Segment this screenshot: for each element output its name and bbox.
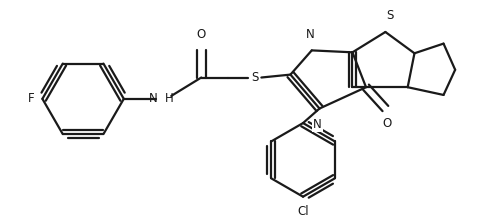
Text: O: O	[197, 28, 206, 41]
Text: H: H	[165, 92, 173, 105]
Text: N: N	[305, 28, 314, 41]
Text: S: S	[251, 71, 258, 84]
Text: N: N	[149, 92, 158, 105]
Text: Cl: Cl	[297, 205, 309, 218]
Text: O: O	[383, 117, 392, 130]
Text: F: F	[28, 92, 35, 105]
Text: S: S	[387, 9, 394, 22]
Text: N: N	[313, 118, 322, 131]
